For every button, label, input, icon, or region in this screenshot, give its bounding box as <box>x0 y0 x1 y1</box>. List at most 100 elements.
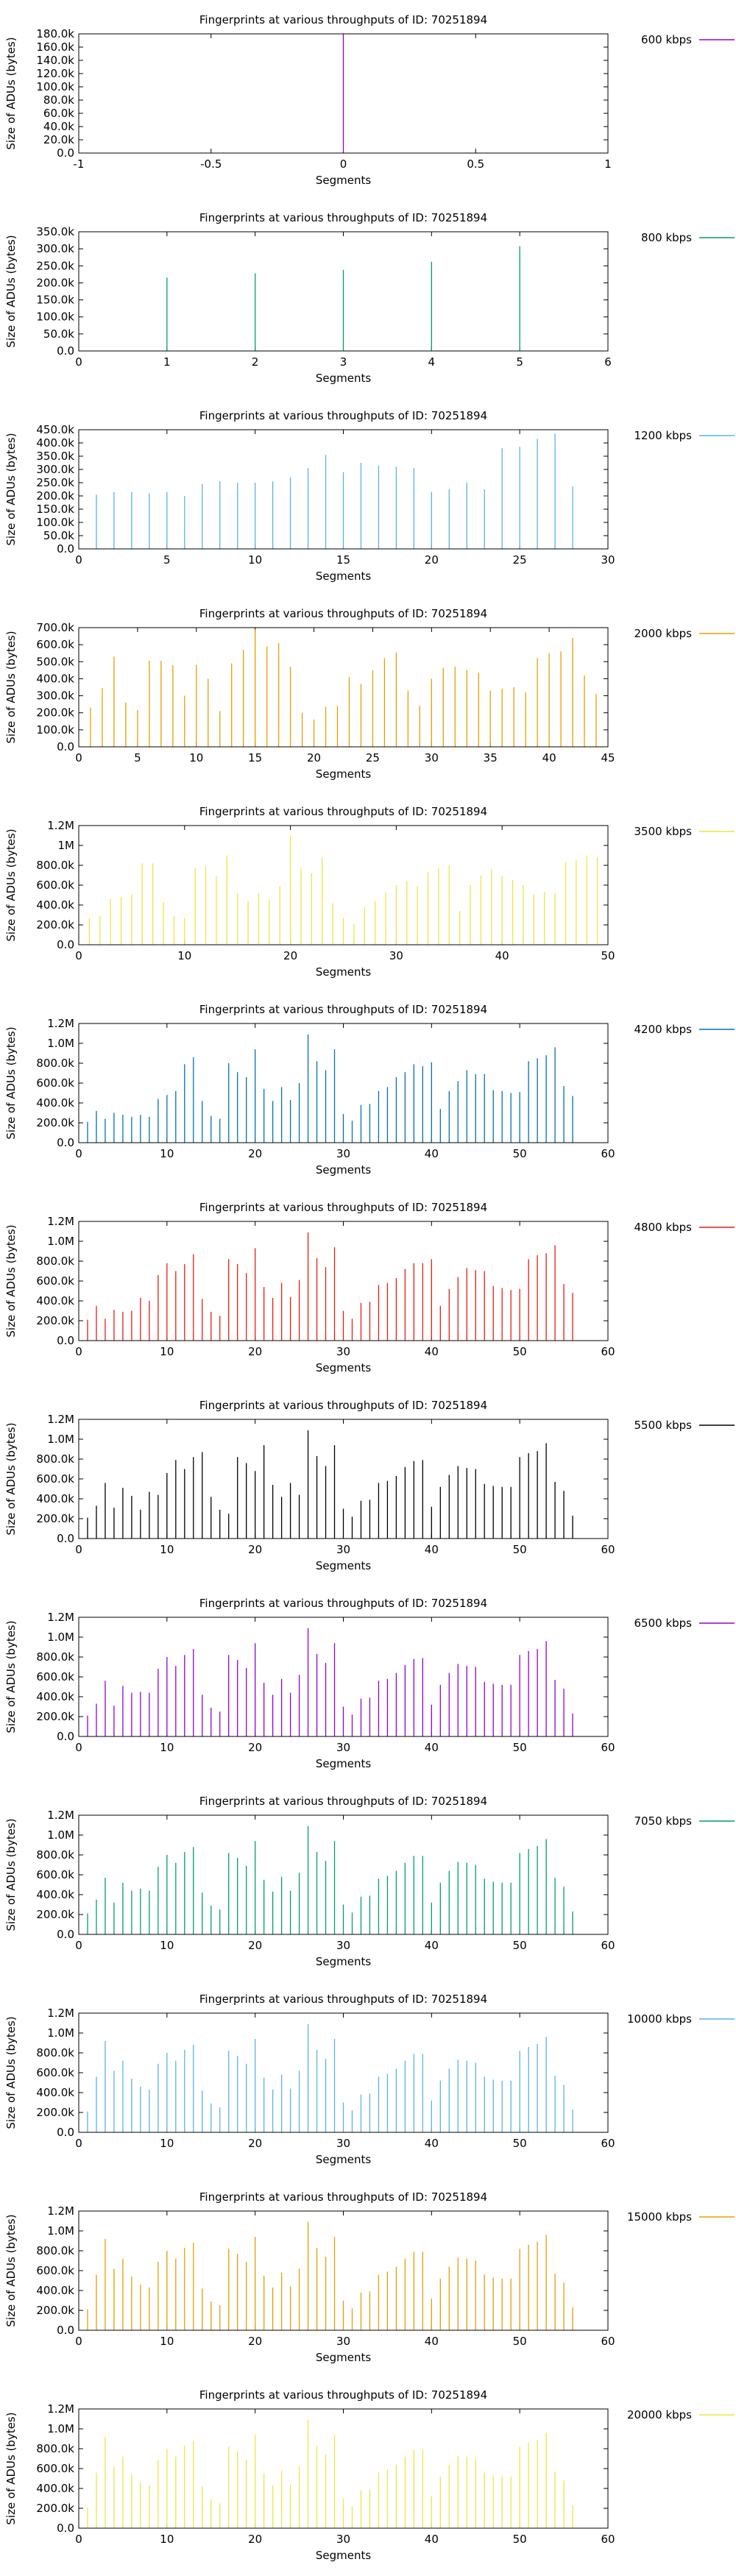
x-tick-label: 40 <box>425 2533 439 2546</box>
y-tick-label: 1.0M <box>47 2224 74 2238</box>
y-tick-label: 800.0k <box>36 859 74 872</box>
x-tick-label: 20 <box>307 751 321 764</box>
y-tick-label: 1.0M <box>47 1037 74 1050</box>
x-axis-label: Segments <box>316 1955 372 1968</box>
chart-title: Fingerprints at various throughputs of I… <box>199 1003 487 1016</box>
x-tick-label: 20 <box>248 1741 262 1754</box>
x-tick-label: 20 <box>248 1345 262 1358</box>
chart-svg: Fingerprints at various throughputs of I… <box>4 2190 735 2364</box>
y-tick-label: 250.0k <box>36 476 74 489</box>
x-tick-label: 0 <box>75 949 82 962</box>
y-tick-label: 800.0k <box>36 2244 74 2257</box>
y-tick-label: 0.0 <box>57 146 74 160</box>
x-tick-label: 20 <box>248 1147 262 1160</box>
x-tick-label: 10 <box>160 2533 174 2546</box>
y-tick-label: 600.0k <box>36 638 74 651</box>
y-tick-label: 1.2M <box>47 819 74 832</box>
y-tick-label: 200.0k <box>36 2106 74 2119</box>
y-tick-label: 100.0k <box>36 311 74 324</box>
plot-frame <box>78 627 609 748</box>
y-axis-label: Size of ADUs (bytes) <box>4 2412 18 2524</box>
x-tick-label: 30 <box>601 553 615 567</box>
y-axis-label: Size of ADUs (bytes) <box>4 631 18 743</box>
x-tick-label: 0 <box>75 1939 82 1952</box>
x-tick-label: 40 <box>425 1543 439 1556</box>
x-tick-label: 20 <box>248 2335 262 2348</box>
y-tick-label: 450.0k <box>36 423 74 436</box>
legend-label: 1200 kbps <box>634 429 693 442</box>
y-tick-label: 0.0 <box>57 740 74 753</box>
x-tick-label: 15 <box>336 553 350 567</box>
y-tick-label: 600.0k <box>36 1274 74 1288</box>
y-tick-label: 350.0k <box>36 225 74 238</box>
y-tick-label: 200.0k <box>36 276 74 289</box>
x-tick-label: 30 <box>336 2335 350 2348</box>
y-tick-label: 800.0k <box>36 2442 74 2455</box>
y-tick-label: 1M <box>58 839 75 852</box>
chart-title: Fingerprints at various throughputs of I… <box>199 1399 487 1412</box>
x-axis-label: Segments <box>316 965 372 979</box>
x-tick-label: 25 <box>366 751 380 764</box>
chart-svg: Fingerprints at various throughputs of I… <box>4 1993 735 2166</box>
y-tick-label: 400.0k <box>36 1294 74 1307</box>
x-tick-label: 1 <box>604 157 612 171</box>
y-tick-label: 1.0M <box>47 1828 74 1842</box>
x-tick-label: 0 <box>75 1741 82 1754</box>
x-tick-label: 60 <box>601 1147 615 1160</box>
y-tick-label: 100.0k <box>36 80 74 93</box>
y-axis-label: Size of ADUs (bytes) <box>4 1026 18 1139</box>
x-tick-label: 30 <box>336 1741 350 1754</box>
chart-svg: Fingerprints at various throughputs of I… <box>4 1795 735 1968</box>
chart-panel: Fingerprints at various throughputs of I… <box>0 1583 736 1781</box>
chart-title: Fingerprints at various throughputs of I… <box>199 607 487 620</box>
x-tick-label: 0 <box>75 1147 82 1160</box>
x-tick-label: 0 <box>75 2137 82 2150</box>
y-tick-label: 300.0k <box>36 689 74 703</box>
y-tick-label: 800.0k <box>36 1650 74 1664</box>
y-tick-label: 200.0k <box>36 1314 74 1327</box>
chart-panel: Fingerprints at various throughputs of I… <box>0 198 736 396</box>
y-tick-label: 1.0M <box>47 1235 74 1248</box>
x-tick-label: -1 <box>74 157 85 171</box>
x-tick-label: -0.5 <box>200 157 222 171</box>
y-tick-label: 1.2M <box>47 2204 74 2218</box>
x-tick-label: 50 <box>513 2533 527 2546</box>
x-tick-label: 40 <box>425 1741 439 1754</box>
y-tick-label: 400.0k <box>36 2086 74 2099</box>
y-tick-label: 400.0k <box>36 1888 74 1901</box>
y-tick-label: 200.0k <box>36 489 74 503</box>
x-tick-label: 0 <box>340 157 347 171</box>
y-tick-label: 1.2M <box>47 2402 74 2416</box>
x-tick-label: 10 <box>189 751 203 764</box>
x-tick-label: 30 <box>336 1345 350 1358</box>
y-tick-label: 1.2M <box>47 2006 74 2020</box>
x-tick-label: 20 <box>425 553 439 567</box>
chart-title: Fingerprints at various throughputs of I… <box>199 1795 487 1808</box>
x-tick-label: 30 <box>336 2533 350 2546</box>
chart-svg: Fingerprints at various throughputs of I… <box>4 409 735 583</box>
chart-svg: Fingerprints at various throughputs of I… <box>4 13 735 187</box>
x-tick-label: 2 <box>252 355 259 369</box>
x-tick-label: 20 <box>248 1543 262 1556</box>
x-tick-label: 60 <box>601 2137 615 2150</box>
y-axis-label: Size of ADUs (bytes) <box>4 2214 18 2327</box>
legend-label: 800 kbps <box>641 231 692 244</box>
y-tick-label: 1.2M <box>47 1017 74 1030</box>
y-tick-label: 0.0 <box>57 1730 74 1743</box>
x-tick-label: 50 <box>513 1741 527 1754</box>
chart-panel: Fingerprints at various throughputs of I… <box>0 792 736 990</box>
x-tick-label: 60 <box>601 1345 615 1358</box>
y-tick-label: 600.0k <box>36 879 74 892</box>
x-tick-label: 50 <box>513 1147 527 1160</box>
plot-frame <box>78 2012 609 2133</box>
y-tick-label: 80.0k <box>43 93 74 107</box>
x-axis-label: Segments <box>316 1163 372 1177</box>
y-tick-label: 1.2M <box>47 1215 74 1228</box>
y-axis-label: Size of ADUs (bytes) <box>4 1422 18 1535</box>
y-tick-label: 800.0k <box>36 1452 74 1466</box>
x-axis-label: Segments <box>316 1361 372 1374</box>
x-tick-label: 40 <box>495 949 509 962</box>
y-tick-label: 200.0k <box>36 2502 74 2515</box>
x-tick-label: 45 <box>601 751 615 764</box>
chart-svg: Fingerprints at various throughputs of I… <box>4 1597 735 1770</box>
